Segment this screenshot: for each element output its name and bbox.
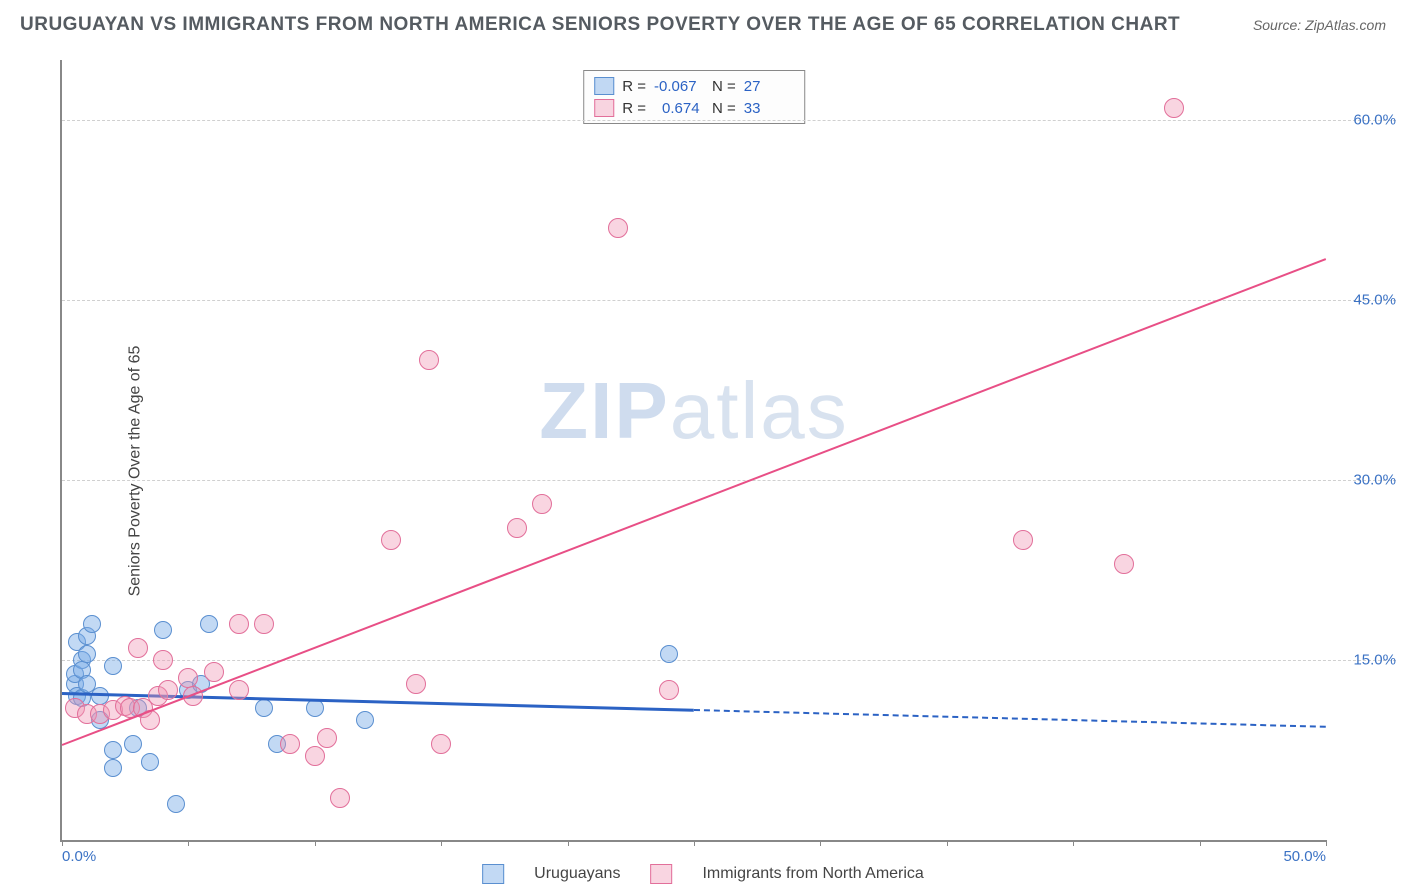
- data-point-uruguayans: [104, 741, 122, 759]
- header: URUGUAYAN VS IMMIGRANTS FROM NORTH AMERI…: [0, 0, 1406, 50]
- swatch-uruguayans: [594, 77, 614, 95]
- data-point-immigrants: [381, 530, 401, 550]
- stats-row-uruguayans: R = -0.067 N = 27: [594, 75, 794, 97]
- x-tick: [188, 840, 189, 846]
- data-point-immigrants: [532, 494, 552, 514]
- legend-swatch-uruguayans: [482, 864, 504, 884]
- watermark: ZIPatlas: [539, 365, 848, 457]
- gridline-h: [62, 120, 1396, 121]
- y-tick-label: 15.0%: [1353, 652, 1396, 669]
- data-point-uruguayans: [124, 735, 142, 753]
- chart-title: URUGUAYAN VS IMMIGRANTS FROM NORTH AMERI…: [20, 14, 1180, 36]
- x-tick: [62, 840, 63, 846]
- data-point-immigrants: [153, 650, 173, 670]
- data-point-uruguayans: [200, 615, 218, 633]
- gridline-h: [62, 660, 1396, 661]
- data-point-immigrants: [406, 674, 426, 694]
- data-point-immigrants: [1114, 554, 1134, 574]
- data-point-uruguayans: [78, 645, 96, 663]
- data-point-immigrants: [317, 728, 337, 748]
- x-tick: [441, 840, 442, 846]
- correlation-stats-box: R = -0.067 N = 27 R = 0.674 N = 33: [583, 70, 805, 124]
- data-point-uruguayans: [154, 621, 172, 639]
- n-value-immigrants: 33: [744, 100, 794, 117]
- data-point-uruguayans: [167, 795, 185, 813]
- swatch-immigrants: [594, 99, 614, 117]
- data-point-immigrants: [229, 680, 249, 700]
- trendline-immigrants: [62, 258, 1327, 746]
- data-point-immigrants: [608, 218, 628, 238]
- data-point-immigrants: [419, 350, 439, 370]
- x-tick: [947, 840, 948, 846]
- legend-label-uruguayans: Uruguayans: [534, 865, 620, 883]
- y-tick-label: 60.0%: [1353, 112, 1396, 129]
- gridline-h: [62, 300, 1396, 301]
- legend: Uruguayans Immigrants from North America: [482, 864, 924, 884]
- data-point-immigrants: [659, 680, 679, 700]
- data-point-immigrants: [431, 734, 451, 754]
- data-point-immigrants: [254, 614, 274, 634]
- data-point-immigrants: [229, 614, 249, 634]
- legend-label-immigrants: Immigrants from North America: [702, 865, 923, 883]
- data-point-uruguayans: [356, 711, 374, 729]
- x-tick: [1200, 840, 1201, 846]
- source-label: Source: ZipAtlas.com: [1253, 17, 1386, 33]
- x-tick: [820, 840, 821, 846]
- data-point-uruguayans: [141, 753, 159, 771]
- data-point-uruguayans: [104, 759, 122, 777]
- data-point-immigrants: [280, 734, 300, 754]
- x-tick-label: 0.0%: [62, 848, 96, 865]
- stats-row-immigrants: R = 0.674 N = 33: [594, 97, 794, 119]
- x-tick: [1073, 840, 1074, 846]
- data-point-immigrants: [204, 662, 224, 682]
- y-tick-label: 45.0%: [1353, 292, 1396, 309]
- data-point-immigrants: [1164, 98, 1184, 118]
- n-value-uruguayans: 27: [744, 78, 794, 95]
- data-point-immigrants: [128, 638, 148, 658]
- x-tick: [694, 840, 695, 846]
- data-point-immigrants: [507, 518, 527, 538]
- r-value-uruguayans: -0.067: [654, 78, 704, 95]
- r-value-immigrants: 0.674: [654, 100, 704, 117]
- data-point-immigrants: [1013, 530, 1033, 550]
- data-point-uruguayans: [660, 645, 678, 663]
- x-tick-label: 50.0%: [1283, 848, 1326, 865]
- data-point-uruguayans: [255, 699, 273, 717]
- data-point-immigrants: [158, 680, 178, 700]
- plot-area: ZIPatlas R = -0.067 N = 27 R = 0.674 N =…: [60, 60, 1326, 842]
- chart-container: Seniors Poverty Over the Age of 65 ZIPat…: [0, 50, 1406, 892]
- data-point-uruguayans: [83, 615, 101, 633]
- data-point-uruguayans: [104, 657, 122, 675]
- y-tick-label: 30.0%: [1353, 472, 1396, 489]
- gridline-h: [62, 480, 1396, 481]
- data-point-immigrants: [305, 746, 325, 766]
- x-tick: [568, 840, 569, 846]
- data-point-immigrants: [330, 788, 350, 808]
- x-tick: [1326, 840, 1327, 846]
- trendline-uruguayans-extrapolated: [694, 709, 1326, 728]
- x-tick: [315, 840, 316, 846]
- data-point-immigrants: [178, 668, 198, 688]
- legend-swatch-immigrants: [650, 864, 672, 884]
